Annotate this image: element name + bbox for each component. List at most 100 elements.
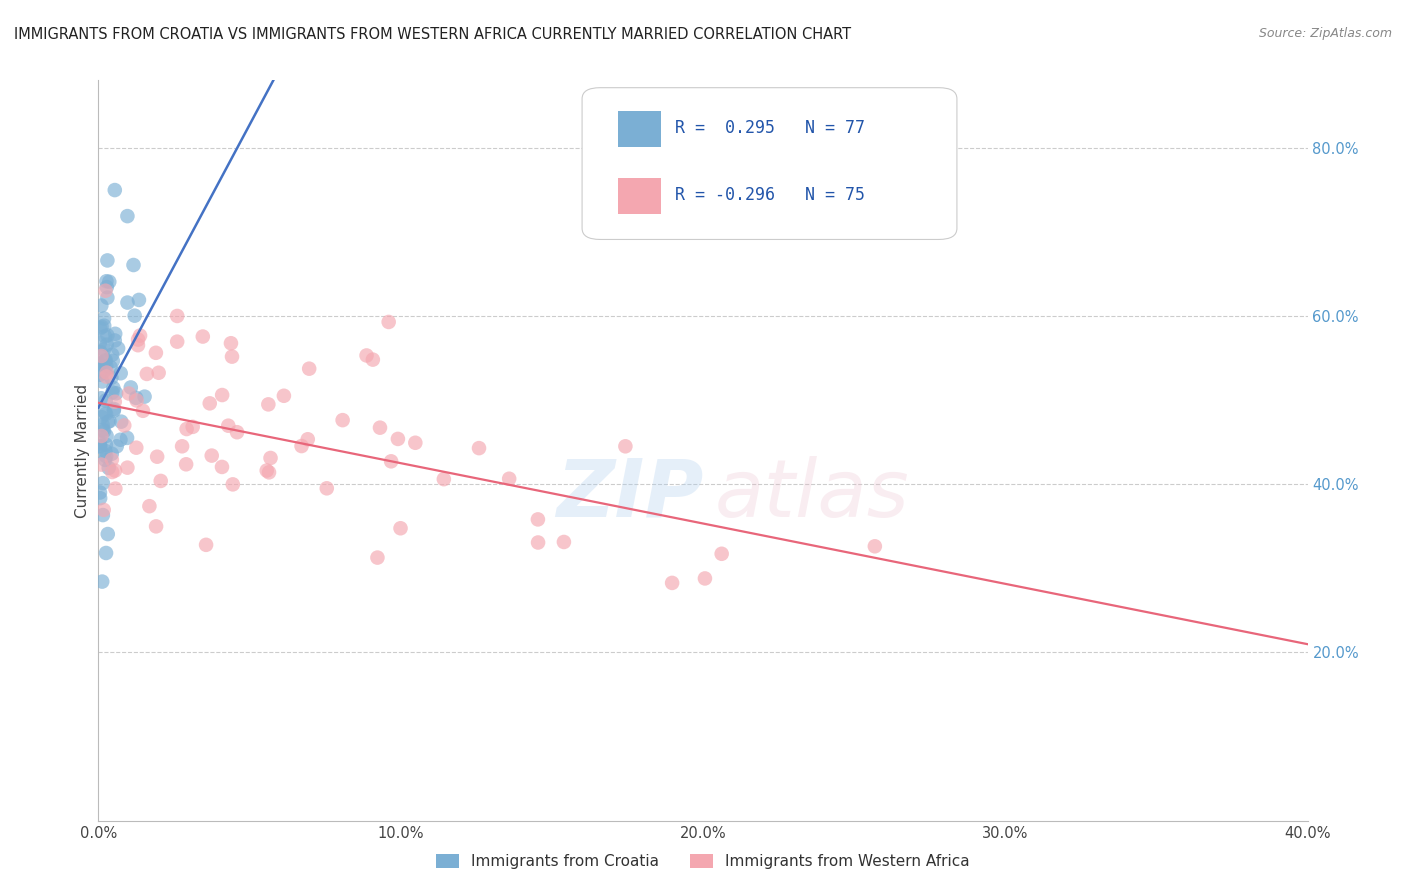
Point [110,415,132,429]
Point [380,454,402,468]
Point [96,274,118,288]
Point [94,405,117,419]
Point [91,417,114,432]
Point [89,321,111,335]
Point [94,546,117,560]
Point [98,414,121,428]
Point [221,350,243,364]
Point [94,407,117,421]
Point [128,293,150,307]
Point [257,466,280,480]
FancyBboxPatch shape [582,87,957,239]
Point [91,423,114,437]
Point [94,444,117,458]
Point [863,539,886,553]
Point [89,485,111,500]
Point [377,315,399,329]
Point [527,535,550,549]
Point [104,394,127,409]
Point [110,366,132,380]
Point [93,318,115,333]
Point [91,508,114,522]
FancyBboxPatch shape [619,178,661,213]
Point [89,368,111,382]
Point [89,436,111,450]
Point [129,328,152,343]
Point [134,390,156,404]
Point [94,329,117,343]
Point [132,404,155,418]
Point [527,512,550,526]
Point [433,472,456,486]
Point [97,527,120,541]
Point [498,472,520,486]
Point [91,574,114,589]
Point [93,364,115,378]
Point [356,349,378,363]
Point [93,343,115,357]
Point [135,367,157,381]
Point [96,328,118,343]
Point [211,388,233,402]
Point [117,209,139,223]
Text: atlas: atlas [716,456,910,534]
Point [361,352,384,367]
Point [125,393,148,408]
Point [94,453,117,467]
Point [101,348,124,362]
Point [120,380,142,394]
Point [104,183,127,197]
Point [387,432,409,446]
Point [101,447,124,461]
Point [104,482,127,496]
Point [90,458,112,472]
Point [90,410,112,425]
Point [96,253,118,268]
Point [104,464,127,478]
Point [195,538,218,552]
Point [257,397,280,411]
Point [101,385,124,400]
Point [96,369,118,384]
Point [100,360,122,375]
Point [101,465,124,479]
Point [298,361,321,376]
Point [127,333,149,347]
Point [89,356,111,370]
Point [191,329,214,343]
Point [122,258,145,272]
Point [112,418,135,433]
Point [222,477,245,491]
Point [94,449,117,463]
Point [259,450,281,465]
Point [94,284,117,298]
Point [273,389,295,403]
Point [98,275,121,289]
Point [290,439,312,453]
Point [96,366,118,380]
Point [96,291,118,305]
Point [97,415,120,429]
Point [661,575,683,590]
Point [614,439,637,453]
Point [176,422,198,436]
Point [90,345,112,359]
Point [90,391,112,405]
Point [553,535,575,549]
Point [90,299,112,313]
Point [89,358,111,372]
Point [145,346,167,360]
Point [96,337,118,351]
Point [91,375,114,389]
Point [89,491,111,505]
Point [89,335,111,350]
Point [219,336,242,351]
Point [117,460,139,475]
Text: ZIP: ZIP [555,456,703,534]
Point [101,452,124,467]
Point [104,326,127,341]
Point [125,441,148,455]
Point [93,503,115,517]
Point [94,393,117,408]
Point [127,338,149,352]
